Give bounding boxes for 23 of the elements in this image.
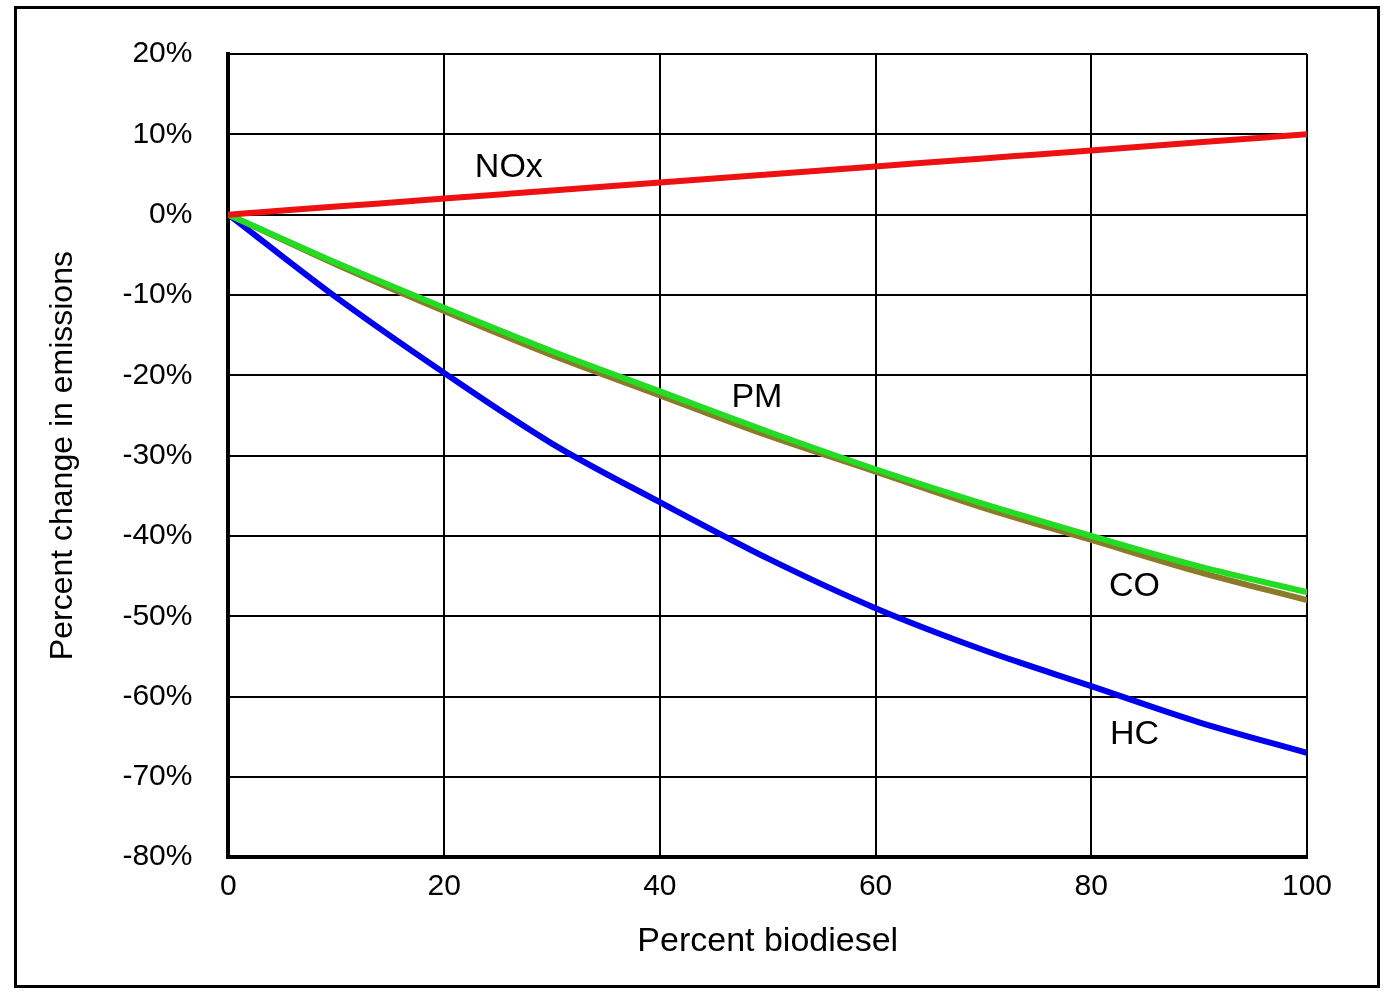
series-label: CO <box>1108 565 1160 604</box>
y-tick-label: -80% <box>122 838 193 872</box>
y-tick-label: -60% <box>122 677 193 711</box>
series-label: PM <box>731 375 783 414</box>
y-tick-label: -10% <box>122 276 193 310</box>
series-label: HC <box>1109 712 1159 751</box>
y-tick-label: 0% <box>149 195 193 229</box>
y-tick-label: -40% <box>122 517 193 551</box>
series-label: NOx <box>474 146 543 185</box>
y-tick-label: -70% <box>122 758 193 792</box>
x-tick-label: 20 <box>427 868 461 902</box>
x-tick-label: 80 <box>1074 868 1108 902</box>
y-tick-label: -50% <box>122 597 193 631</box>
x-tick-label: 0 <box>220 868 237 902</box>
y-tick-label: -20% <box>122 356 193 390</box>
x-tick-label: 100 <box>1281 868 1333 902</box>
x-tick-label: 40 <box>643 868 677 902</box>
x-tick-label: 60 <box>858 868 893 902</box>
y-tick-label: 20% <box>132 35 193 69</box>
y-tick-label: 10% <box>132 115 193 149</box>
y-tick-label: -30% <box>122 436 193 470</box>
x-axis-title: Percent biodiesel <box>637 919 899 958</box>
y-axis-title: Percent change in emissions <box>43 251 80 661</box>
